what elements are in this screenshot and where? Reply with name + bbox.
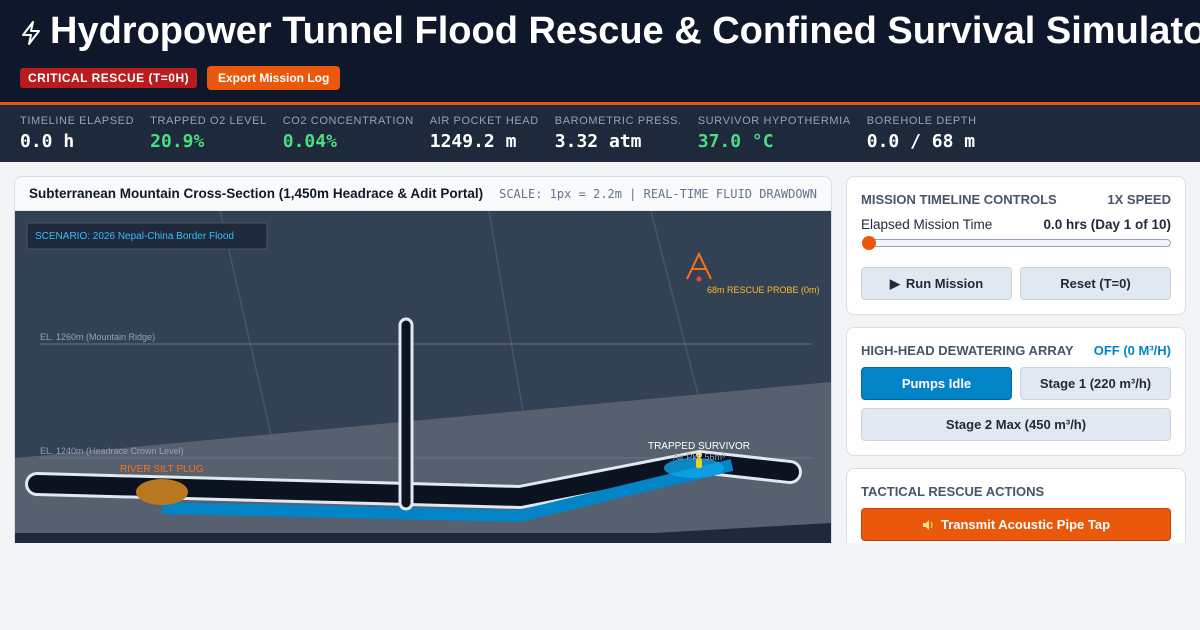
stat-value: 3.32 atm (554, 131, 642, 152)
elevation-label: EL. 1240m (Headrace Crown Level) (40, 446, 184, 456)
stat: AIR POCKET HEAD 1249.2 m (430, 115, 539, 162)
stat: TIMELINE ELAPSED 0.0 h (20, 115, 134, 162)
survivor-label: TRAPPED SURVIVOR (648, 441, 750, 452)
stat-value: 1249.2 m (429, 131, 517, 152)
run-button[interactable]: ▶ Run Mission (861, 267, 1012, 300)
stat-value: 37.0 °C (697, 131, 774, 152)
panel-title: TACTICAL RESCUE ACTIONS (861, 484, 1045, 499)
stat-label: AIR POCKET HEAD (429, 115, 539, 127)
probe-label: 68m RESCUE PROBE (0m) (707, 285, 820, 295)
time-slider[interactable] (863, 239, 1171, 247)
elapsed-value: 0.0 hrs (Day 1 of 10) (1043, 217, 1171, 232)
panel-title: MISSION TIMELINE CONTROLS (861, 192, 1057, 207)
stat-value: 0.0 / 68 m (866, 131, 976, 152)
pipe-tap-button[interactable]: Transmit Acoustic Pipe Tap (861, 508, 1171, 541)
panel-header: Subterranean Mountain Cross-Section (1,4… (15, 177, 831, 211)
stat: BAROMETRIC PRESS. 3.32 atm (555, 115, 682, 162)
air-pocket-label: Air Pkt: 56m³ (673, 452, 725, 462)
speed-label: 1X SPEED (1107, 192, 1171, 207)
stat-value: 20.9% (150, 131, 205, 152)
stat-label: SURVIVOR HYPOTHERMIA (697, 115, 851, 127)
stats-bar: TIMELINE ELAPSED 0.0 h TRAPPED O2 LEVEL 20.… (0, 105, 1200, 162)
stat-label: BOREHOLE DEPTH (866, 115, 977, 127)
slider-thumb[interactable] (862, 236, 876, 250)
stat-value: 0.04% (282, 131, 337, 152)
cross-section-panel: Subterranean Mountain Cross-Section (1,4… (14, 176, 832, 556)
scale-label: SCALE: 1px = 2.2m | REAL-TIME FLUID DRAW… (499, 186, 817, 201)
pump-button[interactable]: Stage 2 Max (450 m³/h) (861, 408, 1171, 441)
pump-button[interactable]: Stage 1 (220 m³/h) (1020, 367, 1171, 400)
stat-label: BAROMETRIC PRESS. (554, 115, 682, 127)
stat: TRAPPED O2 LEVEL 20.9% (150, 115, 267, 162)
page-bottom (0, 543, 1200, 630)
panel-title: Subterranean Mountain Cross-Section (1,4… (29, 186, 484, 201)
stat-label: TIMELINE ELAPSED (20, 115, 135, 127)
stat: BOREHOLE DEPTH 0.0 / 68 m (867, 115, 977, 162)
silt-label: RIVER SILT PLUG (120, 464, 204, 475)
bolt-icon (22, 21, 40, 45)
button-label: Run Mission (905, 276, 984, 291)
cross-section-diagram: SCENARIO: 2026 Nepal-China Border Flood … (15, 211, 831, 551)
button-label: Transmit Acoustic Pipe Tap (940, 517, 1111, 532)
stat-label: TRAPPED O2 LEVEL (150, 115, 267, 127)
export-button[interactable]: Export Mission Log (207, 66, 341, 90)
title: Hydropower Tunnel Flood Rescue & Confine… (50, 10, 1200, 52)
elevation-label: EL. 1260m (Mountain Ridge) (40, 332, 155, 342)
stat: CO2 CONCENTRATION 0.04% (283, 115, 414, 162)
elapsed-label: Elapsed Mission Time (861, 217, 993, 232)
reset-button[interactable]: Reset (T=0) (1020, 267, 1171, 300)
scenario-label: SCENARIO: 2026 Nepal-China Border Flood (35, 231, 234, 242)
stat-value: 0.0 h (20, 131, 75, 152)
stat: SURVIVOR HYPOTHERMIA 37.0 °C (698, 115, 851, 162)
timeline-panel: MISSION TIMELINE CONTROLS 1X SPEED Elapse… (846, 176, 1186, 315)
status-badge: CRITICAL RESCUE (T=0H) (20, 68, 198, 88)
dewatering-panel: HIGH-HEAD DEWATERING ARRAY OFF (0 M³/H) P… (846, 327, 1186, 456)
pump-button[interactable]: Pumps Idle (861, 367, 1012, 400)
header: Hydropower Tunnel Flood Rescue & Confine… (0, 0, 1200, 105)
panel-title: HIGH-HEAD DEWATERING ARRAY (861, 343, 1074, 358)
stat-label: CO2 CONCENTRATION (282, 115, 414, 127)
pump-status: OFF (0 M³/H) (1093, 343, 1171, 358)
